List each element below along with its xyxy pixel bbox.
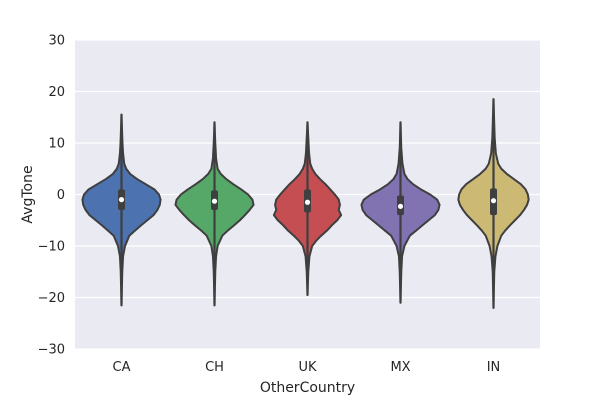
- violin-mx: [360, 121, 441, 304]
- y-tick-label: −10: [38, 240, 65, 255]
- x-tick-label: CA: [113, 360, 131, 375]
- y-tick-label: 20: [48, 85, 65, 100]
- y-tick-label: 30: [48, 34, 65, 49]
- x-tick-label: IN: [487, 360, 501, 375]
- y-tick-label: 0: [57, 188, 65, 203]
- violin-median: [304, 199, 311, 205]
- violin-ca: [81, 113, 162, 307]
- y-tick-label: −20: [38, 291, 65, 306]
- x-tick-label: CH: [205, 360, 224, 375]
- violin-median: [490, 198, 497, 204]
- violin-median: [211, 198, 218, 204]
- x-tick-label: UK: [298, 360, 317, 375]
- x-tick-label: MX: [390, 360, 410, 375]
- violin-in: [457, 98, 530, 309]
- violin-ch: [174, 121, 255, 307]
- violin-series: [81, 98, 530, 309]
- x-axis-label: OtherCountry: [260, 380, 355, 396]
- y-tick-labels: −30 −20 −10 0 10 20 30: [38, 34, 65, 358]
- y-tick-label: 10: [48, 137, 65, 152]
- y-tick-label: −30: [38, 343, 65, 358]
- violin-median: [397, 203, 404, 209]
- x-tick-labels: CA CH UK MX IN: [113, 360, 501, 375]
- violin-median: [118, 197, 125, 203]
- violin-uk: [272, 121, 343, 297]
- y-axis-label: AvgTone: [20, 165, 36, 223]
